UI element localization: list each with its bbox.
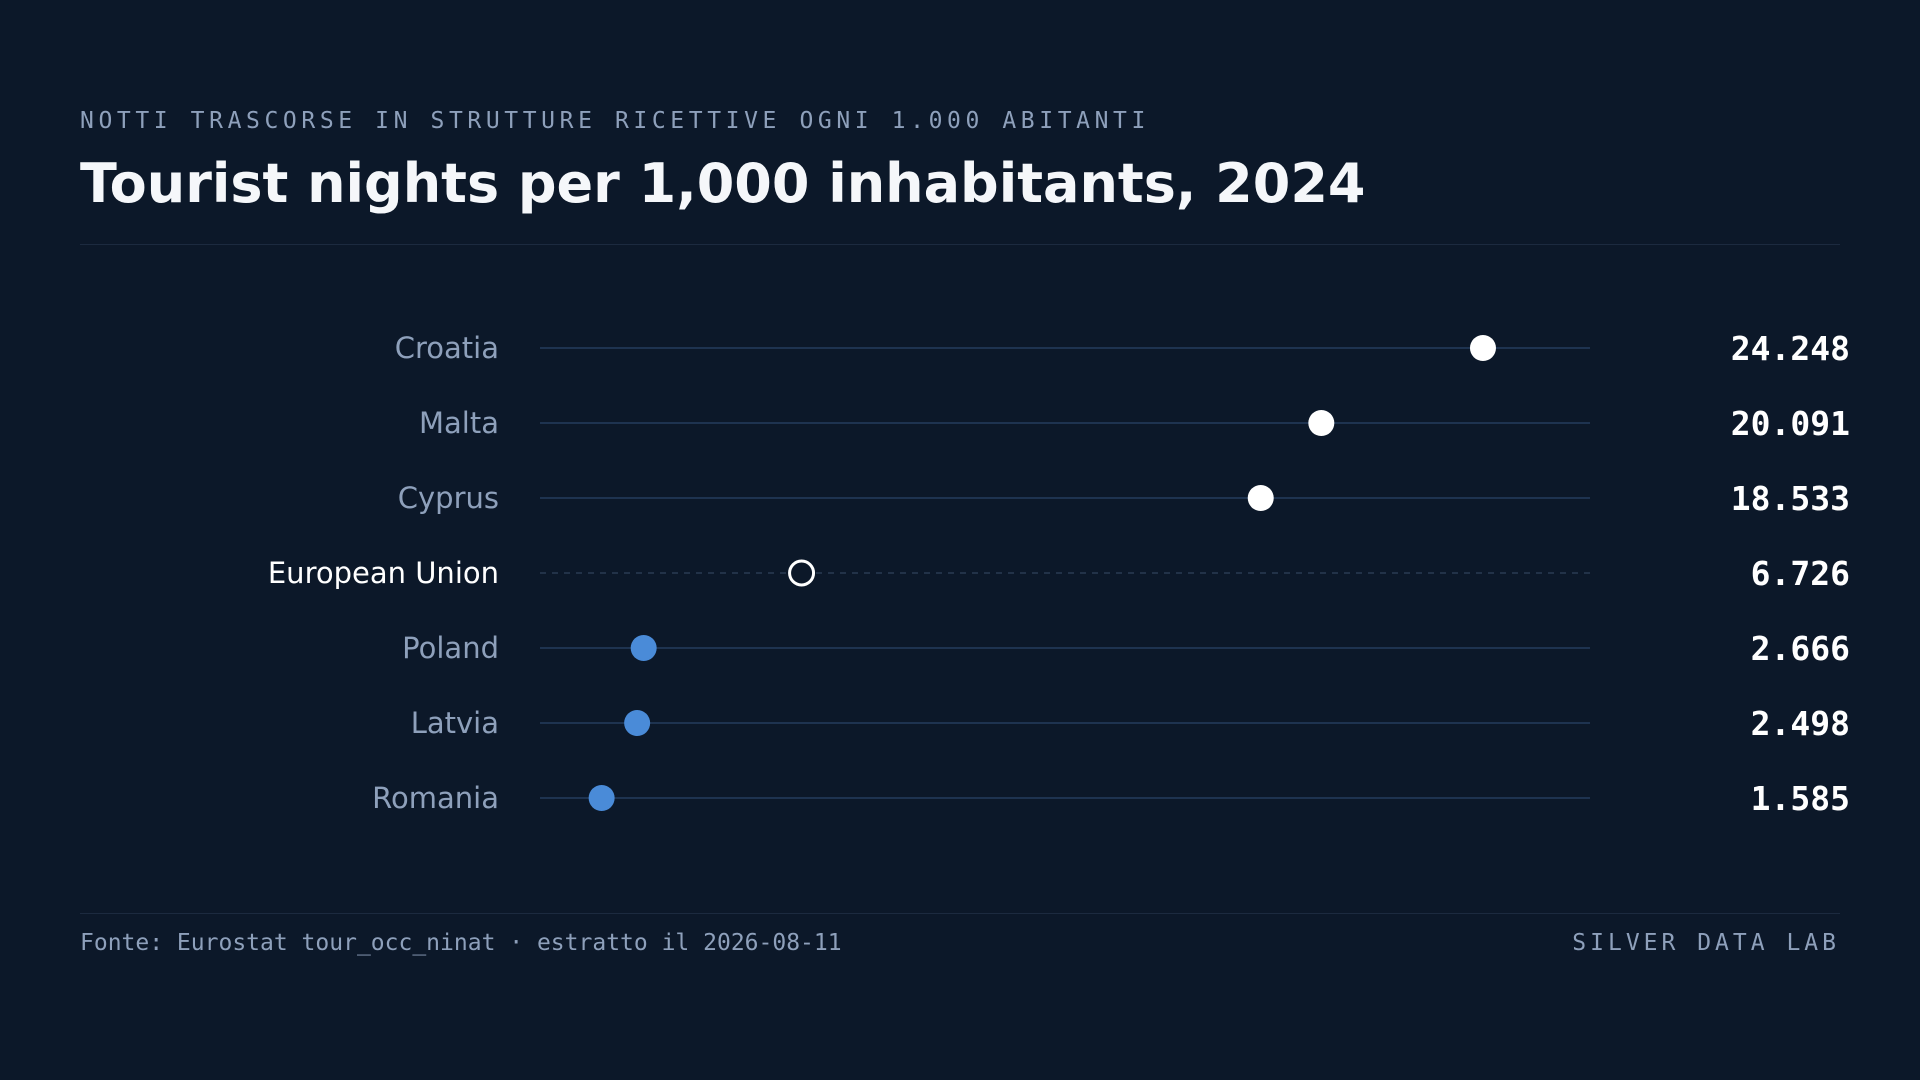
chart-row: Romania 1.585 [372, 779, 1850, 818]
category-label: Latvia [411, 706, 499, 740]
data-point [1247, 485, 1274, 511]
category-label: Croatia [395, 331, 499, 365]
value-label: 6.726 [1751, 554, 1850, 593]
data-point [1308, 410, 1335, 436]
chart-rows: Croatia 24.248 Malta 20.091 Cyprus 18.533 Euro… [268, 329, 1850, 818]
source-note: Fonte: Eurostat tour_occ_ninat · estratt… [80, 930, 842, 956]
value-label: 18.533 [1731, 479, 1850, 518]
category-label: Poland [402, 631, 499, 665]
chart-row: Poland 2.666 [402, 629, 1850, 668]
category-label: Romania [372, 781, 499, 815]
value-label: 24.248 [1731, 329, 1850, 368]
value-label: 20.091 [1731, 404, 1850, 443]
chart-row: Malta 20.091 [419, 404, 1850, 443]
chart-title: Tourist nights per 1,000 inhabitants, 20… [80, 152, 1366, 215]
data-point [630, 635, 657, 661]
header-divider [80, 244, 1840, 245]
category-label: Malta [419, 406, 499, 440]
category-label: Cyprus [398, 481, 499, 515]
value-label: 2.498 [1751, 704, 1850, 743]
footer-divider [80, 913, 1840, 914]
chart-row: Croatia 24.248 [395, 329, 1850, 368]
chart-kicker: NOTTI TRASCORSE IN STRUTTURE RICETTIVE O… [80, 108, 1150, 134]
chart-row: Cyprus 18.533 [398, 479, 1850, 518]
brand-label: SILVER DATA LAB [1572, 930, 1840, 956]
category-label: European Union [268, 556, 499, 590]
chart-row: European Union 6.726 [268, 554, 1850, 593]
data-point [588, 785, 615, 811]
data-point [1469, 335, 1496, 361]
value-label: 1.585 [1751, 779, 1850, 818]
chart-row: Latvia 2.498 [411, 704, 1850, 743]
data-point [624, 710, 651, 736]
value-label: 2.666 [1751, 629, 1850, 668]
data-point-reference [788, 559, 816, 587]
